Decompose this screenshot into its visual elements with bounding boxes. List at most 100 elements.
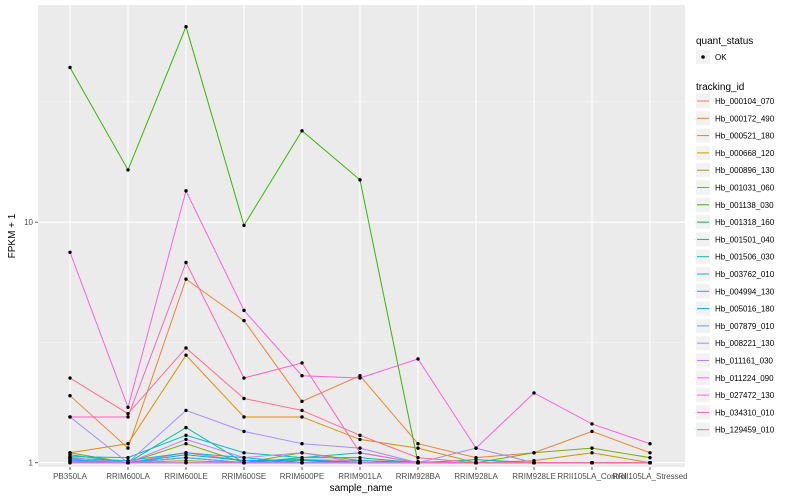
x-tick-label: RRIM928LE	[512, 472, 556, 481]
data-point-Hb_011161_030-3	[242, 455, 246, 460]
x-tick-label: RRII105LA_Stressed	[612, 472, 687, 481]
data-point-Hb_129459_010-9	[590, 461, 594, 465]
axes: 1 10 PB350LA RRIM600LA RRIM600LE RRIM600SE RRI…	[24, 218, 687, 481]
data-point-Hb_001138_030-1	[126, 168, 130, 172]
data-point-Hb_011224_090-2	[184, 461, 188, 465]
data-point-Hb_011224_090-4	[300, 461, 304, 465]
shape-legend-label: OK	[715, 53, 727, 62]
data-point-Hb_000521_180-1	[126, 441, 130, 446]
data-point-Hb_027472_130-2	[184, 189, 188, 193]
y-tick-label: 1	[29, 459, 34, 468]
color-legend-label: Hb_034310_010	[715, 408, 775, 417]
data-points	[68, 24, 652, 465]
color-legend-label: Hb_007879_010	[715, 322, 775, 331]
data-point-Hb_027472_130-7	[474, 446, 478, 450]
data-point-Hb_034310_010-0	[68, 415, 72, 419]
data-point-Hb_001138_030-0	[68, 65, 72, 70]
data-point-Hb_011224_090-5	[358, 461, 362, 465]
data-point-Hb_000172_490-4	[300, 399, 304, 404]
data-point-Hb_034310_010-4	[300, 361, 304, 365]
data-point-Hb_001138_030-3	[242, 223, 246, 228]
y-axis-title: FPKM + 1	[7, 213, 18, 258]
data-point-Hb_011224_090-3	[242, 461, 246, 465]
data-point-Hb_003762_010-2	[184, 433, 188, 438]
x-tick-label: RRIM928BA	[396, 472, 441, 481]
color-legend-label: Hb_004994_130	[715, 287, 775, 296]
data-point-Hb_008221_130-5	[358, 446, 362, 450]
color-legend-title: tracking_id	[696, 82, 744, 93]
color-legend-label: Hb_001031_060	[715, 184, 775, 193]
data-point-Hb_000172_490-9	[590, 429, 594, 434]
plot-panel	[38, 5, 685, 467]
data-point-Hb_011161_030-0	[68, 455, 72, 460]
data-point-Hb_001031_060-10	[648, 455, 652, 460]
color-legend-label: Hb_000172_490	[715, 114, 775, 123]
color-legend-label: Hb_000104_070	[715, 97, 775, 106]
data-point-Hb_027472_130-8	[532, 391, 536, 395]
data-point-Hb_000172_490-0	[68, 393, 72, 398]
data-point-Hb_008221_130-3	[242, 429, 246, 434]
color-legend-label: Hb_001506_030	[715, 253, 775, 262]
data-point-Hb_027472_130-4	[300, 374, 304, 378]
x-tick-label: RRII105LA_Control	[557, 472, 627, 481]
data-point-Hb_000521_180-4	[300, 415, 304, 419]
color-legend-label: Hb_011224_090	[715, 374, 774, 383]
data-point-Hb_027472_130-9	[590, 422, 594, 426]
color-legend-items: Hb_000104_070 Hb_000172_490 Hb_000521_180 H…	[696, 94, 775, 437]
data-point-Hb_000521_180-2	[184, 353, 188, 357]
data-point-Hb_001138_030-4	[300, 129, 304, 133]
data-point-Hb_007879_010-2	[184, 455, 188, 460]
color-legend-label: Hb_000896_130	[715, 166, 775, 175]
data-point-Hb_129459_010-0	[68, 376, 72, 380]
data-point-Hb_034310_010-6	[416, 461, 420, 465]
data-point-Hb_129459_010-10	[648, 461, 652, 465]
color-legend-label: Hb_005016_180	[715, 305, 775, 314]
shape-legend-title: quant_status	[696, 36, 753, 47]
color-legend-label: Hb_000668_120	[715, 149, 775, 158]
shape-legend-key-point	[701, 55, 705, 59]
color-legend-label: Hb_003762_010	[715, 270, 775, 279]
data-point-Hb_034310_010-2	[184, 260, 188, 265]
x-tick-label: RRIM600LA	[106, 472, 150, 481]
data-point-Hb_001506_030-2	[184, 425, 188, 430]
color-legend-label: Hb_027472_130	[715, 391, 775, 400]
data-point-Hb_027472_130-0	[68, 250, 72, 254]
data-point-Hb_005016_180-2	[184, 452, 188, 457]
x-tick-label: PB350LA	[53, 472, 87, 481]
data-point-Hb_129459_010-2	[184, 346, 188, 350]
data-point-Hb_000172_490-3	[242, 318, 246, 323]
data-point-Hb_001138_030-5	[358, 178, 362, 182]
color-legend-label: Hb_001318_160	[715, 218, 775, 227]
data-point-Hb_027472_130-6	[416, 357, 420, 361]
data-point-Hb_000172_490-6	[416, 441, 420, 446]
data-point-Hb_001031_060-8	[532, 451, 536, 455]
x-tick-label: RRIM600LE	[164, 472, 208, 481]
color-legend-label: Hb_011161_030	[715, 357, 774, 366]
data-point-Hb_000521_180-6	[416, 446, 420, 450]
data-point-Hb_011224_090-0	[68, 461, 72, 465]
data-point-Hb_034310_010-1	[126, 415, 130, 419]
data-point-Hb_034310_010-5	[358, 451, 362, 455]
data-point-Hb_001506_030-5	[358, 455, 362, 460]
data-point-Hb_003762_010-3	[242, 451, 246, 455]
x-tick-label: RRIM600PE	[280, 472, 324, 481]
data-point-Hb_005016_180-4	[300, 457, 304, 462]
x-tick-label: RRIM901LA	[338, 472, 382, 481]
shape-legend-items: OK	[696, 50, 727, 64]
x-tick-label: RRIM928LA	[454, 472, 498, 481]
data-point-Hb_011161_030-2	[184, 437, 188, 442]
data-point-Hb_008221_130-4	[300, 441, 304, 446]
data-point-Hb_011161_030-4	[300, 451, 304, 455]
data-point-Hb_034310_010-3	[242, 376, 246, 380]
data-point-Hb_000521_180-5	[358, 437, 362, 442]
data-point-Hb_000521_180-9	[590, 451, 594, 455]
data-point-Hb_000172_490-1	[126, 446, 130, 450]
data-point-Hb_011224_090-1	[126, 461, 130, 465]
data-point-Hb_129459_010-3	[242, 396, 246, 401]
data-point-Hb_129459_010-6	[416, 455, 420, 460]
data-point-Hb_129459_010-5	[358, 433, 362, 438]
x-tick-label: RRIM600SE	[222, 472, 266, 481]
data-point-Hb_129459_010-4	[300, 408, 304, 413]
data-point-Hb_129459_010-1	[126, 411, 130, 416]
color-legend-label: Hb_008221_130	[715, 339, 775, 348]
